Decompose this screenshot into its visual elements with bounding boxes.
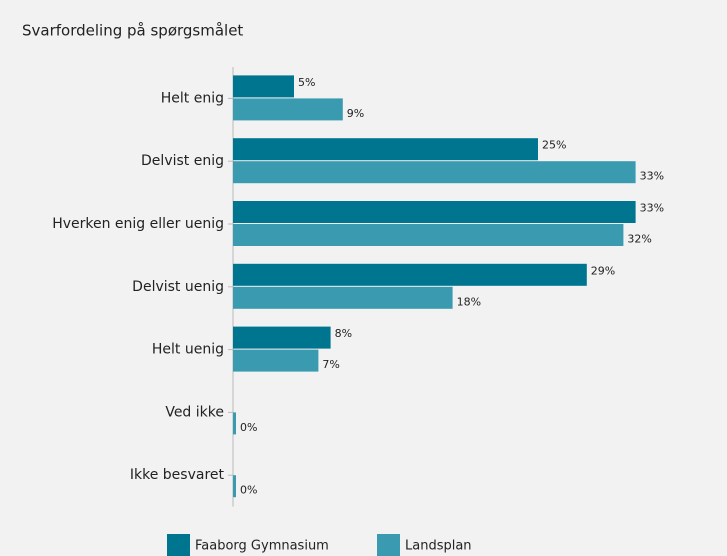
value-label: 32% xyxy=(627,233,651,246)
category-label: Ikke besvaret xyxy=(130,467,225,483)
value-label: 5% xyxy=(298,76,315,89)
category-label: Helt uenig xyxy=(152,342,224,358)
category-label: Ved ikke xyxy=(165,404,224,420)
value-label: 25% xyxy=(542,139,566,152)
category-label: Helt enig xyxy=(161,90,224,106)
legend-label: Faaborg Gymnasium xyxy=(195,539,329,554)
value-label: 7% xyxy=(322,358,339,371)
category-label: Delvist uenig xyxy=(132,279,224,295)
chart-title: Svarfordeling på spørgsmålet xyxy=(22,22,243,40)
bar xyxy=(233,75,294,98)
legend-swatch xyxy=(167,534,190,556)
bar xyxy=(233,326,331,349)
legend-swatch xyxy=(377,534,400,556)
bar xyxy=(233,263,587,286)
value-label: 0% xyxy=(240,484,257,497)
bar xyxy=(233,201,636,223)
value-label: 33% xyxy=(640,202,664,215)
value-label: 9% xyxy=(347,107,364,120)
value-label: 0% xyxy=(240,421,257,434)
bar xyxy=(233,161,636,184)
legend-label: Landsplan xyxy=(405,539,472,554)
bar xyxy=(233,475,236,498)
bar xyxy=(233,98,343,121)
bar xyxy=(233,412,236,435)
bar xyxy=(233,224,624,246)
value-label: 8% xyxy=(335,327,352,340)
value-label: 18% xyxy=(457,295,481,308)
value-label: 33% xyxy=(640,170,664,183)
bar xyxy=(233,349,319,372)
value-label: 29% xyxy=(591,264,615,277)
category-label: Delvist enig xyxy=(141,153,224,169)
bar xyxy=(233,286,453,309)
bar xyxy=(233,138,538,161)
category-label: Hverken enig eller uenig xyxy=(52,216,224,232)
